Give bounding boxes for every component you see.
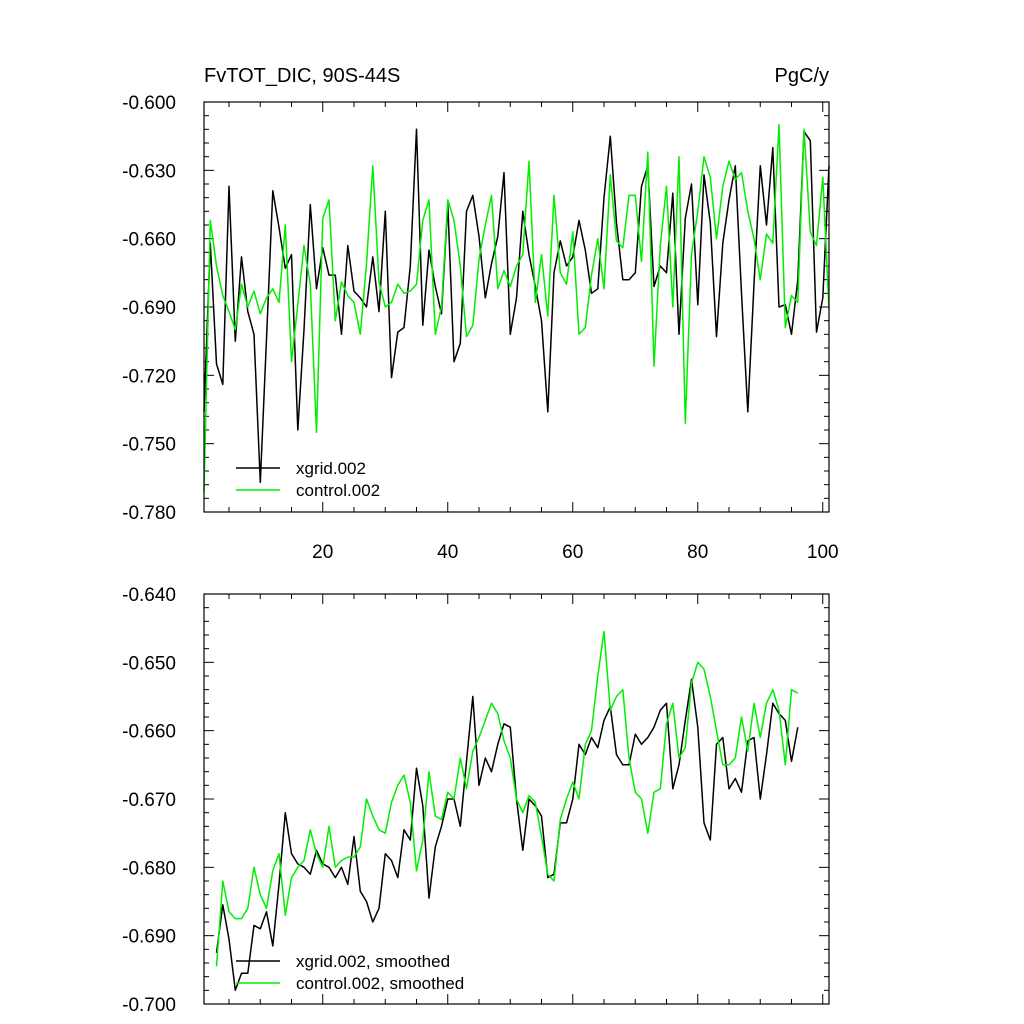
top-legend: xgrid.002 control.002 xyxy=(236,459,380,500)
y-tick-label: -0.640 xyxy=(122,585,176,606)
y-tick-label: -0.700 xyxy=(122,995,176,1016)
x-tick-label: 80 xyxy=(687,542,708,563)
series-line-control xyxy=(203,124,830,492)
bottom-tick-labels: -0.640 -0.650 -0.660 -0.670 -0.680 -0.690 -0.7… xyxy=(122,585,176,1016)
x-tick-label: 60 xyxy=(562,542,583,563)
y-tick-label: -0.680 xyxy=(122,858,176,879)
bottom-series-group xyxy=(215,630,799,992)
y-tick-label: -0.690 xyxy=(122,927,176,948)
y-tick-label: -0.630 xyxy=(122,161,176,182)
legend-label: control.002 xyxy=(296,481,380,500)
x-tick-label: 40 xyxy=(437,542,458,563)
bottom-legend: xgrid.002, smoothed control.002, smoothed xyxy=(236,952,464,993)
chart-title: FvTOT_DIC, 90S-44S xyxy=(204,65,400,87)
y-tick-label: -0.670 xyxy=(122,790,176,811)
legend-label: xgrid.002, smoothed xyxy=(296,952,450,971)
top-panel: FvTOT_DIC, 90S-44S PgC/y -0.600-0.630-0.… xyxy=(122,65,838,563)
chart-units: PgC/y xyxy=(775,65,829,87)
x-tick-label: 100 xyxy=(807,542,839,563)
y-tick-label: -0.660 xyxy=(122,230,176,251)
x-tick-label: 20 xyxy=(312,542,333,563)
y-tick-label: -0.780 xyxy=(122,503,176,524)
series-line-xgrid xyxy=(203,128,830,484)
top-plot-frame xyxy=(203,101,830,513)
top-tick-labels: -0.600 -0.630 -0.660 -0.690 -0.720 -0.750 -0.7… xyxy=(122,93,838,563)
bottom-plot-frame xyxy=(203,593,830,1005)
top-series-group xyxy=(203,124,830,492)
y-tick-label: -0.720 xyxy=(122,366,176,387)
y-tick-label: -0.690 xyxy=(122,298,176,319)
legend-label: control.002, smoothed xyxy=(296,974,464,993)
y-tick-label: -0.660 xyxy=(122,722,176,743)
y-tick-label: -0.750 xyxy=(122,435,176,456)
series-line-xgrid xyxy=(215,678,799,992)
y-tick-label: -0.600 xyxy=(122,93,176,114)
series-line-control xyxy=(215,630,799,967)
bottom-panel: -0.640 -0.650 -0.660 -0.670 -0.680 -0.690 -0.7… xyxy=(122,585,830,1016)
bottom-axis-ticks xyxy=(204,593,829,1005)
y-tick-label: -0.650 xyxy=(122,653,176,674)
legend-label: xgrid.002 xyxy=(296,459,366,478)
